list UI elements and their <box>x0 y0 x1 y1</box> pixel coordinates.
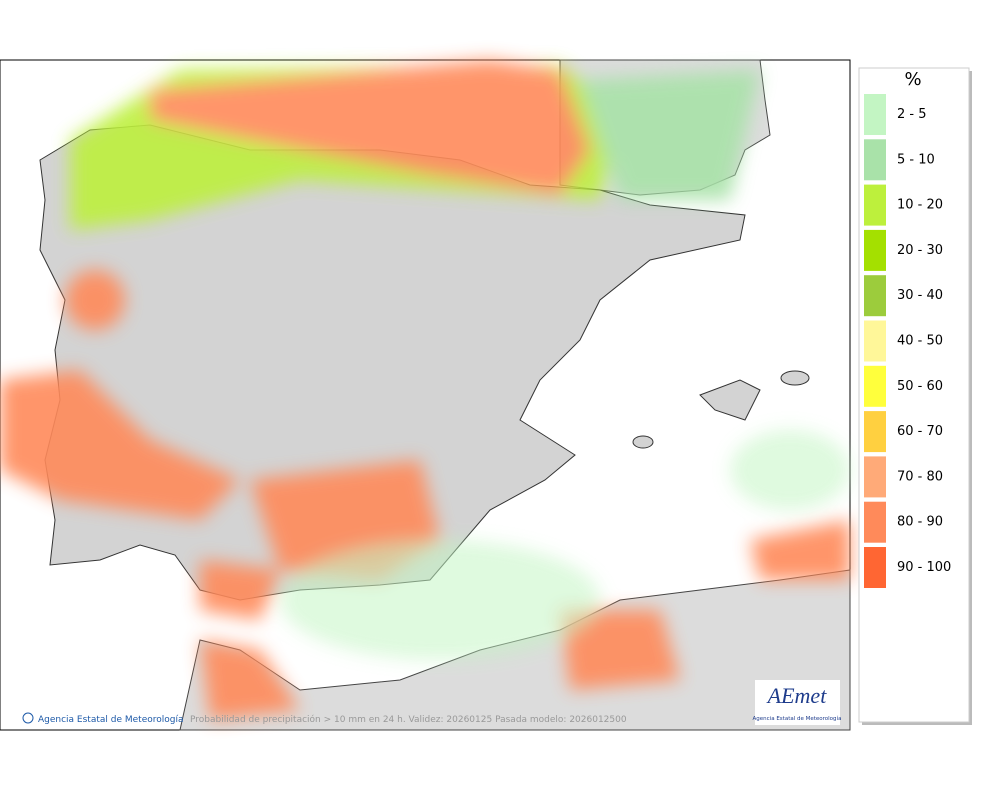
legend-title: % <box>904 69 921 90</box>
credit: Agencia Estatal de Meteorología <box>38 715 184 725</box>
island <box>699 379 761 421</box>
logo: AEmet Agencia Estatal de Meteorología <box>753 680 842 725</box>
map <box>0 59 851 731</box>
logo-subtitle: Agencia Estatal de Meteorología <box>753 715 842 722</box>
legend-swatch <box>864 501 886 543</box>
legend-label: 60 - 70 <box>897 424 943 439</box>
legend-label: 50 - 60 <box>897 379 943 394</box>
logo-name: AEmet <box>766 683 828 708</box>
legend-label: 20 - 30 <box>897 243 943 258</box>
legend-swatch <box>864 411 886 453</box>
legend-swatch <box>864 365 886 407</box>
caption: Probabilidad de precipitación > 10 mm en… <box>190 714 627 725</box>
legend-swatch <box>864 94 886 135</box>
island <box>780 370 810 386</box>
legend-swatch <box>864 456 886 498</box>
legend-swatch <box>864 229 886 271</box>
footer: Agencia Estatal de Meteorología Probabil… <box>22 712 627 725</box>
copyright-icon <box>22 712 34 724</box>
legend-swatch <box>864 320 886 362</box>
legend-label: 2 - 5 <box>897 107 927 122</box>
legend-label: 70 - 80 <box>897 469 943 484</box>
legend-swatch <box>864 139 886 181</box>
legend: % 2 - 5 5 - 10 10 - 20 20 - 30 30 - 40 40 - 5… <box>858 67 972 725</box>
probability-field <box>0 60 850 720</box>
island <box>632 435 654 449</box>
legend-label: 40 - 50 <box>897 334 943 349</box>
legend-swatch <box>864 184 886 226</box>
legend-label: 5 - 10 <box>897 152 935 167</box>
legend-label: 80 - 90 <box>897 515 943 530</box>
legend-swatch <box>864 275 886 317</box>
legend-label: 10 - 20 <box>897 198 943 213</box>
legend-label: 30 - 40 <box>897 288 943 303</box>
legend-label: 90 - 100 <box>897 560 951 575</box>
logo-box <box>755 680 840 725</box>
legend-swatch <box>864 547 886 588</box>
